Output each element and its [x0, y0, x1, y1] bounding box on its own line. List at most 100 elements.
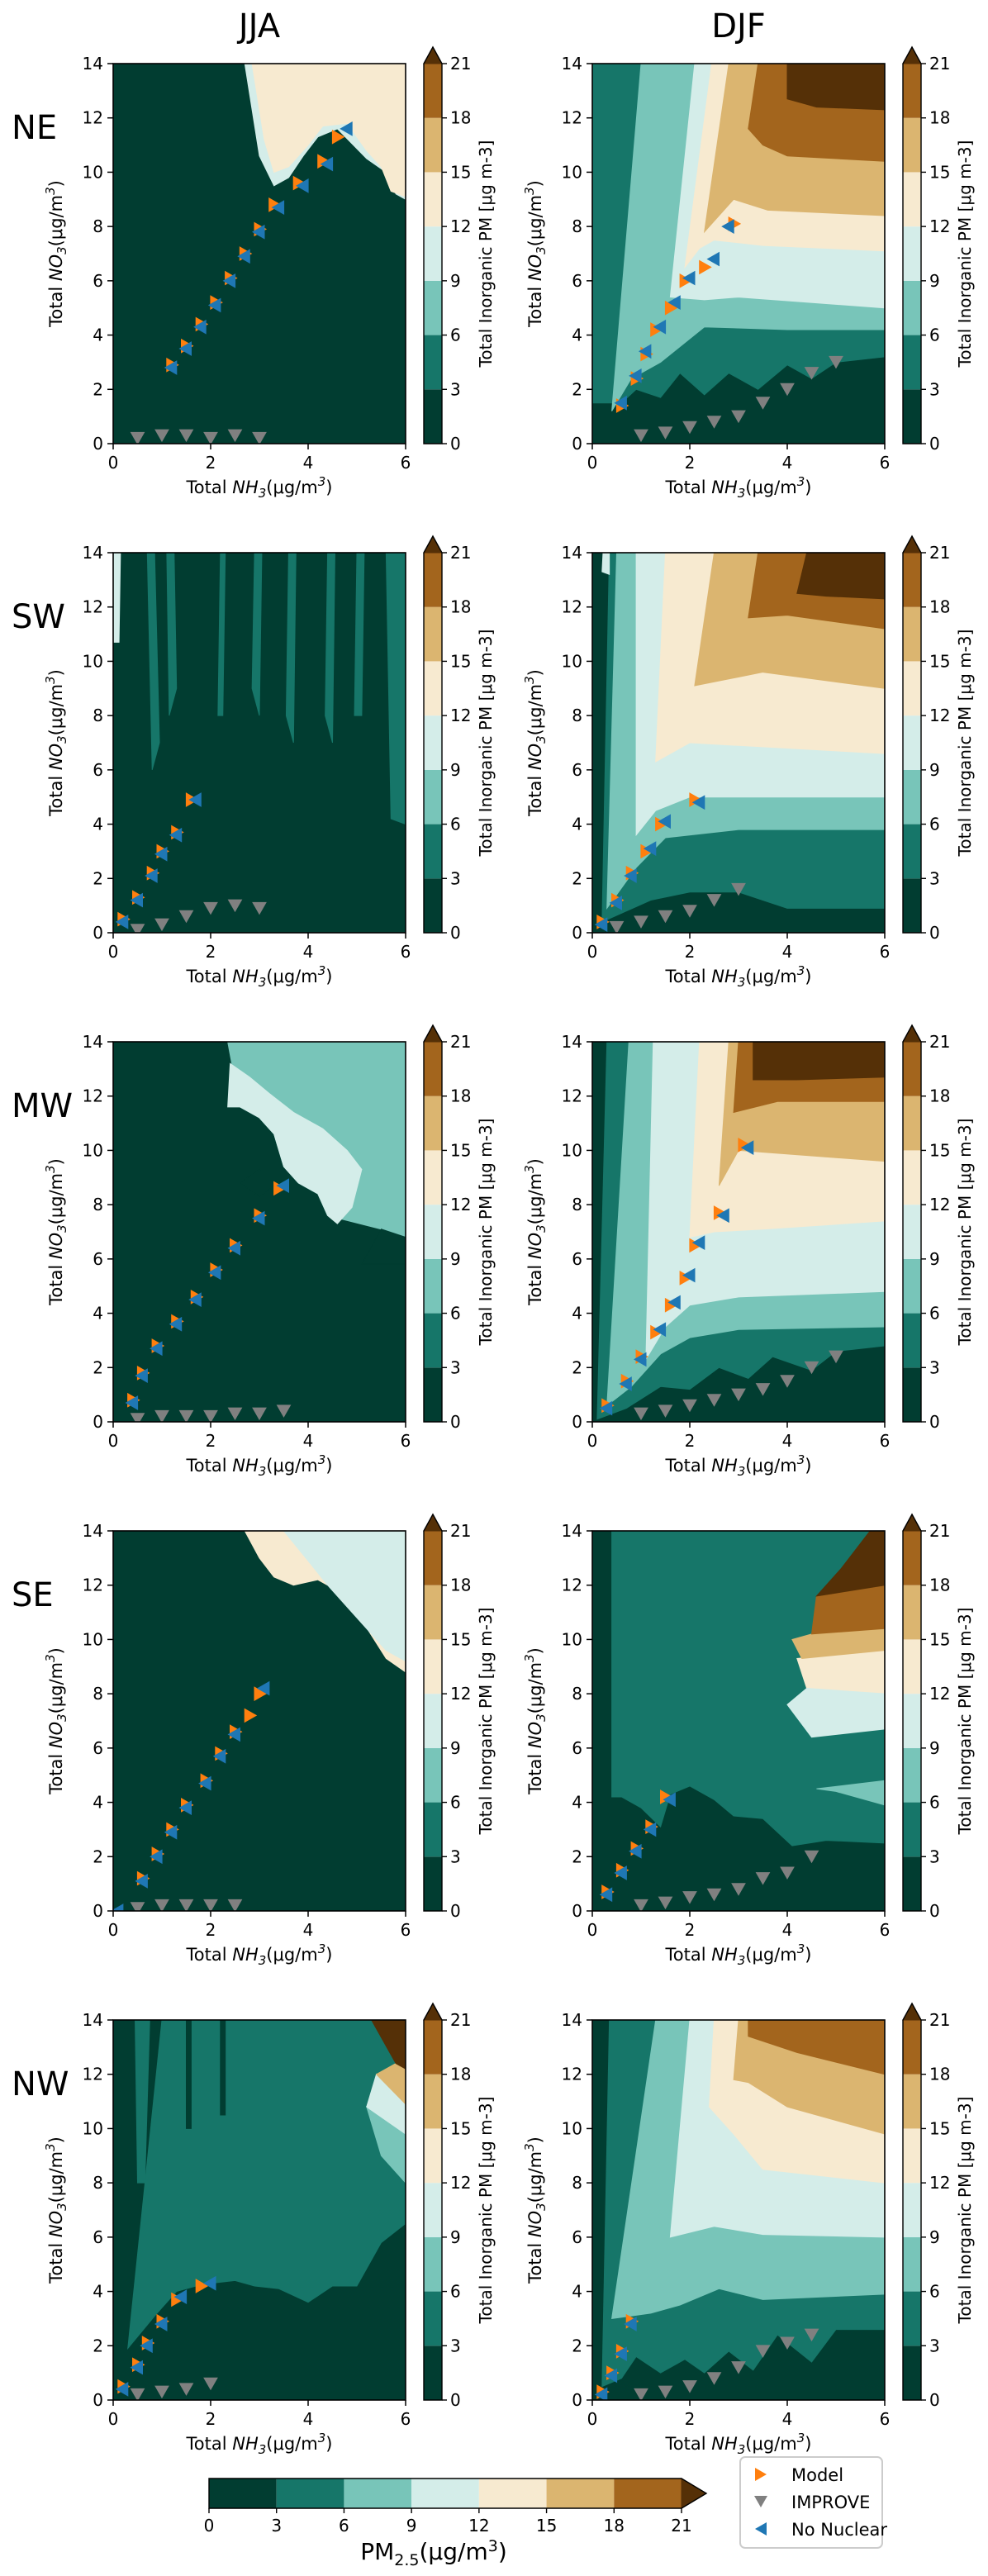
column-title-jja: JJA: [236, 7, 281, 45]
no-nuclear-point-nw-djf-1: [604, 2368, 618, 2384]
improve-point-se-djf-1: [658, 1896, 673, 1910]
colorbar-label-mw-djf: Total Inorganic PM [μg m-3]: [955, 1119, 975, 1347]
colorbar-segment-sw-jja-4: [424, 661, 442, 716]
y-tick-label-mw-djf-14: 14: [562, 1032, 582, 1052]
no-nuclear-point-mw-jja-0: [125, 1395, 139, 1410]
bottom-colorbar-tick-12: 12: [468, 2516, 489, 2536]
y-tick-label-nw-jja-14: 14: [83, 2010, 103, 2030]
colorbar-tick-nw-jja-0: 0: [450, 2390, 461, 2410]
model-point-ne-djf-4: [664, 300, 678, 316]
x-tick-label-ne-jja-6: 6: [401, 453, 411, 473]
improve-point-mw-djf-5: [755, 1383, 771, 1396]
contour-band-se-djf-6: [786, 1688, 885, 1738]
y-tick-label-sw-djf-14: 14: [562, 543, 582, 563]
x-tick-label-ne-jja-4: 4: [303, 453, 314, 473]
colorbar-tick-nw-djf-18: 18: [929, 2065, 950, 2084]
improve-point-se-djf-3: [706, 1888, 722, 1902]
colorbar-tick-se-jja-18: 18: [450, 1576, 471, 1595]
y-tick-label-nw-djf-8: 8: [572, 2173, 582, 2193]
no-nuclear-point-sw-djf-0: [594, 917, 608, 933]
colorbar-frame-ne-djf: [902, 45, 922, 444]
y-tick-label-mw-jja-6: 6: [93, 1249, 103, 1269]
x-tick-label-mw-jja-0: 0: [108, 1431, 119, 1451]
colorbar-segment-se-jja-2: [424, 1747, 442, 1803]
y-tick-label-sw-jja-8: 8: [93, 706, 103, 725]
colorbar-segment-se-djf-5: [903, 1585, 921, 1640]
colorbar-segment-se-djf-4: [903, 1639, 921, 1694]
contour-band-sw-jja-2: [166, 553, 178, 716]
colorbar-segment-mw-djf-1: [903, 1313, 921, 1368]
contour-band-se-djf-3: [791, 1628, 885, 1659]
plot-area-sw-jja: [113, 553, 406, 933]
colorbar-segment-mw-djf-2: [903, 1258, 921, 1314]
colorbar-tick-se-jja-0: 0: [450, 1901, 461, 1921]
contour-band-nw-jja-1: [135, 2020, 150, 2184]
colorbar-frame-sw-jja: [423, 535, 443, 934]
y-tick-label-se-jja-0: 0: [93, 1901, 103, 1921]
no-nuclear-point-sw-djf-5: [691, 795, 705, 810]
colorbar-segment-ne-jja-0: [424, 389, 442, 444]
colorbar-label-se-djf: Total Inorganic PM [μg m-3]: [955, 1608, 975, 1836]
y-axis-label-ne-djf: Total NO3(μg/m3): [522, 180, 549, 328]
x-tick-label-se-jja-4: 4: [303, 1920, 314, 1940]
colorbar-frame-se-djf: [902, 1513, 922, 1912]
improve-point-mw-djf-4: [731, 1388, 746, 1402]
contour-band-sw-jja-8: [385, 553, 406, 825]
colorbar-segment-ne-jja-5: [424, 117, 442, 173]
improve-point-sw-djf-4: [706, 894, 722, 907]
contour-band-se-djf-1: [816, 1780, 885, 1806]
y-axis-label-nw-jja: Total NO3(μg/m3): [43, 2136, 69, 2284]
x-axis-label-sw-djf: Total NH3(μg/m3): [665, 963, 812, 990]
x-tick-label-sw-djf-0: 0: [587, 942, 598, 962]
colorbar-segment-nw-jja-4: [424, 2128, 442, 2184]
colorbar-tick-sw-djf-0: 0: [929, 923, 940, 943]
colorbar-tick-ne-djf-21: 21: [929, 54, 950, 74]
colorbar-segment-nw-djf-4: [903, 2128, 921, 2184]
improve-point-ne-djf-2: [682, 421, 697, 435]
y-tick-label-ne-djf-10: 10: [562, 162, 582, 182]
colorbar-segment-nw-jja-1: [424, 2291, 442, 2346]
colorbar-label-sw-djf: Total Inorganic PM [μg m-3]: [955, 630, 975, 858]
colorbar-segment-se-jja-6: [424, 1531, 442, 1585]
colorbar-tick-nw-djf-3: 3: [929, 2336, 940, 2355]
improve-point-nw-jja-0: [130, 2388, 145, 2400]
y-axis-label-mw-jja: Total NO3(μg/m3): [43, 1158, 69, 1306]
colorbar-tick-nw-jja-3: 3: [450, 2336, 461, 2355]
improve-point-sw-djf-3: [682, 905, 697, 918]
model-point-se-jja-7: [244, 1708, 258, 1723]
contour-band-nw-jja-0: [127, 2020, 406, 2350]
contour-band-nw-jja-2: [186, 2020, 192, 2129]
y-axis-label-se-jja: Total NO3(μg/m3): [43, 1647, 69, 1795]
colorbar-tick-se-djf-6: 6: [929, 1793, 940, 1813]
colorbar-segment-mw-jja-4: [424, 1150, 442, 1205]
y-tick-label-mw-djf-4: 4: [572, 1304, 582, 1324]
y-tick-label-nw-djf-14: 14: [562, 2010, 582, 2030]
y-tick-label-nw-jja-0: 0: [93, 2390, 103, 2410]
colorbar-label-ne-djf: Total Inorganic PM [μg m-3]: [955, 140, 975, 368]
y-tick-label-mw-jja-2: 2: [93, 1357, 103, 1377]
y-tick-label-se-jja-14: 14: [83, 1521, 103, 1541]
colorbar-frame-se-jja: [423, 1513, 443, 1912]
model-point-ne-jja-10: [331, 129, 345, 145]
no-nuclear-point-sw-jja-1: [130, 892, 143, 908]
colorbar-segment-ne-jja-3: [424, 226, 442, 281]
bottom-colorbar-tick-9: 9: [406, 2516, 417, 2536]
colorbar-segment-sw-djf-1: [903, 824, 921, 879]
contour-band-nw-jja-3: [220, 2020, 226, 2116]
colorbar-tick-mw-jja-15: 15: [450, 1140, 471, 1160]
improve-point-mw-djf-6: [780, 1375, 795, 1388]
colorbar-segment-mw-jja-6: [424, 1042, 442, 1096]
no-nuclear-point-mw-djf-2: [633, 1352, 647, 1367]
y-axis-label-sw-djf: Total NO3(μg/m3): [522, 669, 549, 817]
bottom-colorbar-tick-15: 15: [536, 2516, 557, 2536]
y-tick-label-se-djf-8: 8: [572, 1684, 582, 1704]
no-nuclear-point-nw-jja-0: [115, 2381, 129, 2397]
improve-point-nw-djf-7: [804, 2328, 819, 2342]
colorbar-tick-mw-jja-6: 6: [450, 1304, 461, 1324]
improve-point-mw-djf-0: [634, 1407, 648, 1421]
contour-band-sw-jja-0: [113, 553, 121, 643]
contour-band-sw-jja-1: [146, 553, 160, 770]
y-tick-label-se-jja-10: 10: [83, 1629, 103, 1649]
colorbar-tick-mw-jja-12: 12: [450, 1195, 471, 1214]
no-nuclear-point-ne-jja-3: [207, 297, 221, 313]
